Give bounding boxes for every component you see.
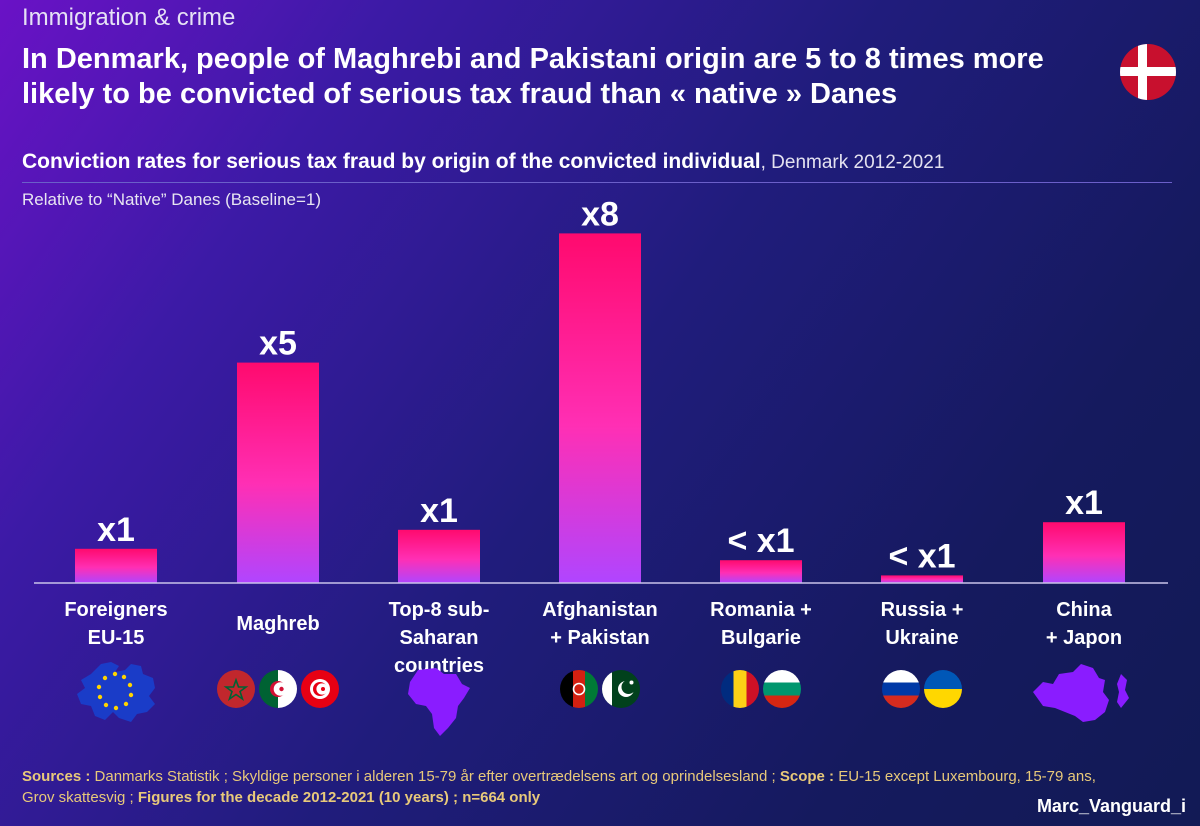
x-tick-label: Top-8 sub- Saharan countries [388, 599, 490, 677]
bar-foreigners-eu-15 [75, 548, 157, 583]
bar-afghanistan-pakistan [559, 233, 641, 583]
data-label: x5 [259, 325, 297, 363]
flag-group [31, 662, 201, 729]
x-tick-label: Foreigners EU-15 [64, 599, 168, 649]
ukraine-flag-icon [924, 670, 962, 708]
kicker: Immigration & crime [22, 4, 236, 31]
morocco-flag-icon [217, 670, 255, 708]
scope-text: EU-15 except Luxembourg, 15-79 ans, Grov… [22, 768, 1096, 806]
data-label: < x1 [888, 537, 955, 575]
title-divider [22, 182, 1172, 183]
headline: In Denmark, people of Maghrebi and Pakis… [22, 43, 1044, 110]
data-label: x8 [581, 195, 619, 233]
russia-flag-icon [882, 670, 920, 708]
china-japan-map-icon [1029, 662, 1139, 733]
sources-note: Sources : Danmarks Statistik ; Skyldige … [22, 766, 1102, 808]
scope-label: Scope : [779, 768, 835, 785]
sources-text: Danmarks Statistik ; Skyldige personer i… [90, 768, 780, 785]
bar-romania-bulgarie [720, 560, 802, 583]
y-axis-label: Relative to “Native” Danes (Baseline=1) [22, 190, 322, 209]
data-label: x1 [420, 492, 458, 530]
afghanistan-flag-icon [560, 670, 598, 708]
bar-maghreb [237, 362, 319, 583]
chart-title-main: Conviction rates for serious tax fraud b… [22, 150, 761, 173]
sources-label: Sources : [22, 768, 91, 785]
data-label: x1 [1065, 484, 1103, 522]
data-label: < x1 [727, 522, 794, 560]
eu-map-icon [71, 660, 161, 729]
tunisia-flag-icon [301, 670, 339, 708]
bar-russia-ukraine [881, 575, 963, 583]
bar-top-8-sub-saharan-countries [398, 529, 480, 583]
flag-group [999, 664, 1169, 733]
x-tick-label: Afghanistan + Pakistan [542, 599, 658, 649]
x-tick-label: China + Japon [1045, 599, 1123, 649]
flag-group [676, 670, 846, 708]
flag-group [837, 670, 1007, 708]
denmark-flag-icon [1120, 44, 1176, 100]
romania-flag-icon [721, 670, 759, 708]
chart-title-suffix: , Denmark 2012-2021 [760, 152, 945, 173]
x-tick-label: Maghreb [236, 613, 320, 635]
x-tick-label: Russia + Ukraine [880, 599, 964, 649]
pakistan-flag-icon [602, 670, 640, 708]
chart-title: Conviction rates for serious tax fraud b… [22, 150, 944, 174]
flag-group [515, 670, 685, 708]
figures-text: Figures for the decade 2012-2021 (10 yea… [137, 789, 541, 806]
africa-map-icon [404, 666, 474, 743]
flag-group [354, 668, 524, 743]
author-signature: Marc_Vanguard_i [1036, 796, 1186, 816]
data-label: x1 [97, 511, 135, 549]
flag-group [193, 670, 363, 708]
bar-china-japon [1043, 522, 1125, 583]
x-tick-label: Romania + Bulgarie [710, 599, 812, 649]
algeria-flag-icon [259, 670, 297, 708]
bulgaria-flag-icon [763, 670, 801, 708]
